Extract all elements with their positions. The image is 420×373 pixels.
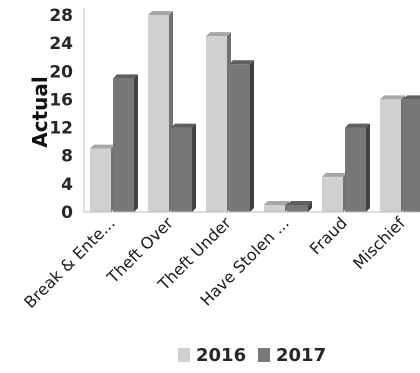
bar-2017-1: [171, 123, 196, 212]
legend-label: 2016: [196, 345, 246, 366]
y-tick-label: 16: [49, 90, 73, 110]
bar-2016-0: [90, 144, 115, 212]
legend-label: 2017: [276, 345, 326, 366]
y-tick-label: 28: [49, 6, 73, 26]
y-tick-label: 0: [61, 203, 73, 223]
category-label: Fraud: [306, 213, 351, 258]
y-ticks: 0 4 8 12 16 20 24 28: [49, 6, 73, 223]
bar-2016-2: [206, 32, 231, 212]
bar-2017-5: [403, 95, 420, 212]
legend-swatch: [258, 348, 270, 362]
y-tick-label: 12: [49, 119, 73, 139]
legend-item-2016: 2016: [178, 345, 246, 366]
bar-2017-0: [113, 74, 138, 212]
bar-2016-3: [264, 200, 289, 212]
y-tick-label: 20: [49, 62, 73, 82]
bar-2016-4: [322, 172, 347, 212]
bar-2017-2: [229, 60, 254, 212]
y-tick-label: 4: [61, 175, 73, 195]
category-label: Mischief: [349, 213, 409, 273]
y-tick-label: 8: [61, 147, 73, 167]
legend: 2016 2017: [178, 345, 326, 366]
legend-item-2017: 2017: [258, 345, 326, 366]
bar-2016-1: [148, 11, 173, 212]
bar-2017-4: [345, 123, 370, 212]
legend-swatch: [178, 348, 190, 362]
y-tick-label: 24: [49, 34, 73, 54]
bars: [84, 11, 420, 213]
y-axis-label: Actual: [28, 76, 52, 147]
bar-2016-5: [380, 95, 405, 212]
category-label: Break & Ente...: [20, 213, 119, 312]
bar-2017-3: [287, 200, 312, 212]
